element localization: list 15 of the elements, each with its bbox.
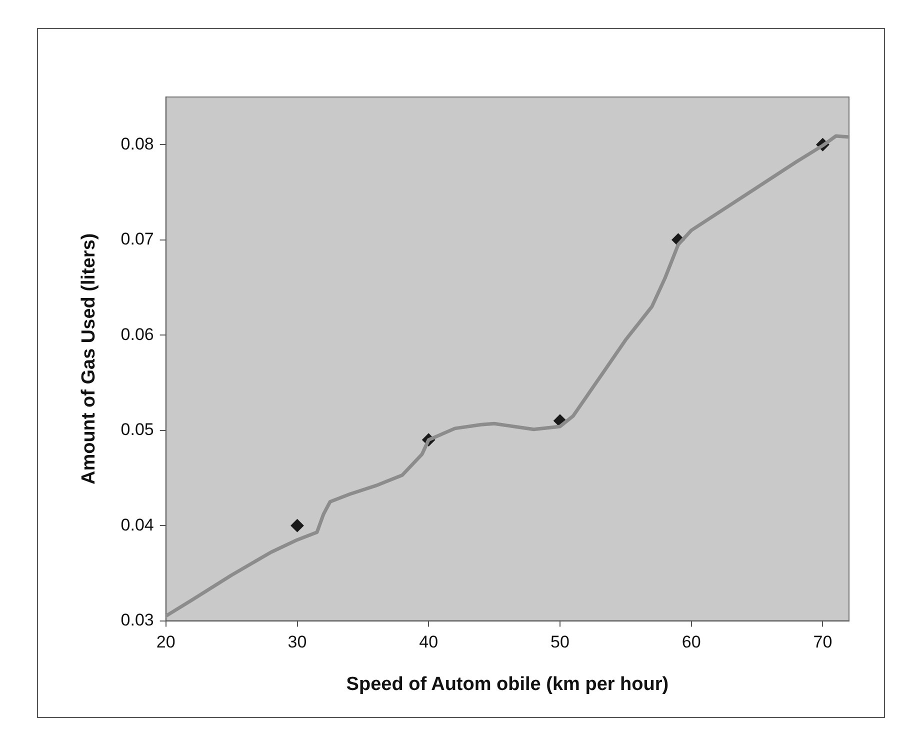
x-tick-label: 30: [288, 632, 307, 652]
y-tick-label: 0.07: [120, 230, 154, 249]
y-axis-title: Amount of Gas Used (liters): [78, 233, 100, 485]
x-tick-label: 20: [156, 632, 176, 652]
y-tick-label: 0.04: [120, 515, 154, 534]
y-tick-label: 0.06: [120, 324, 154, 344]
x-tick-label: 40: [419, 632, 438, 652]
point: [290, 519, 304, 532]
x-tick-label: 70: [813, 632, 832, 652]
x-tick-label: 50: [550, 632, 570, 652]
y-tick-label: 0.05: [120, 420, 154, 440]
x-tick-label: 60: [682, 632, 701, 652]
x-axis-title: Speed of Autom obile (km per hour): [346, 674, 669, 695]
y-tick-label: 0.03: [120, 610, 154, 630]
y-tick-label: 0.08: [120, 134, 154, 154]
